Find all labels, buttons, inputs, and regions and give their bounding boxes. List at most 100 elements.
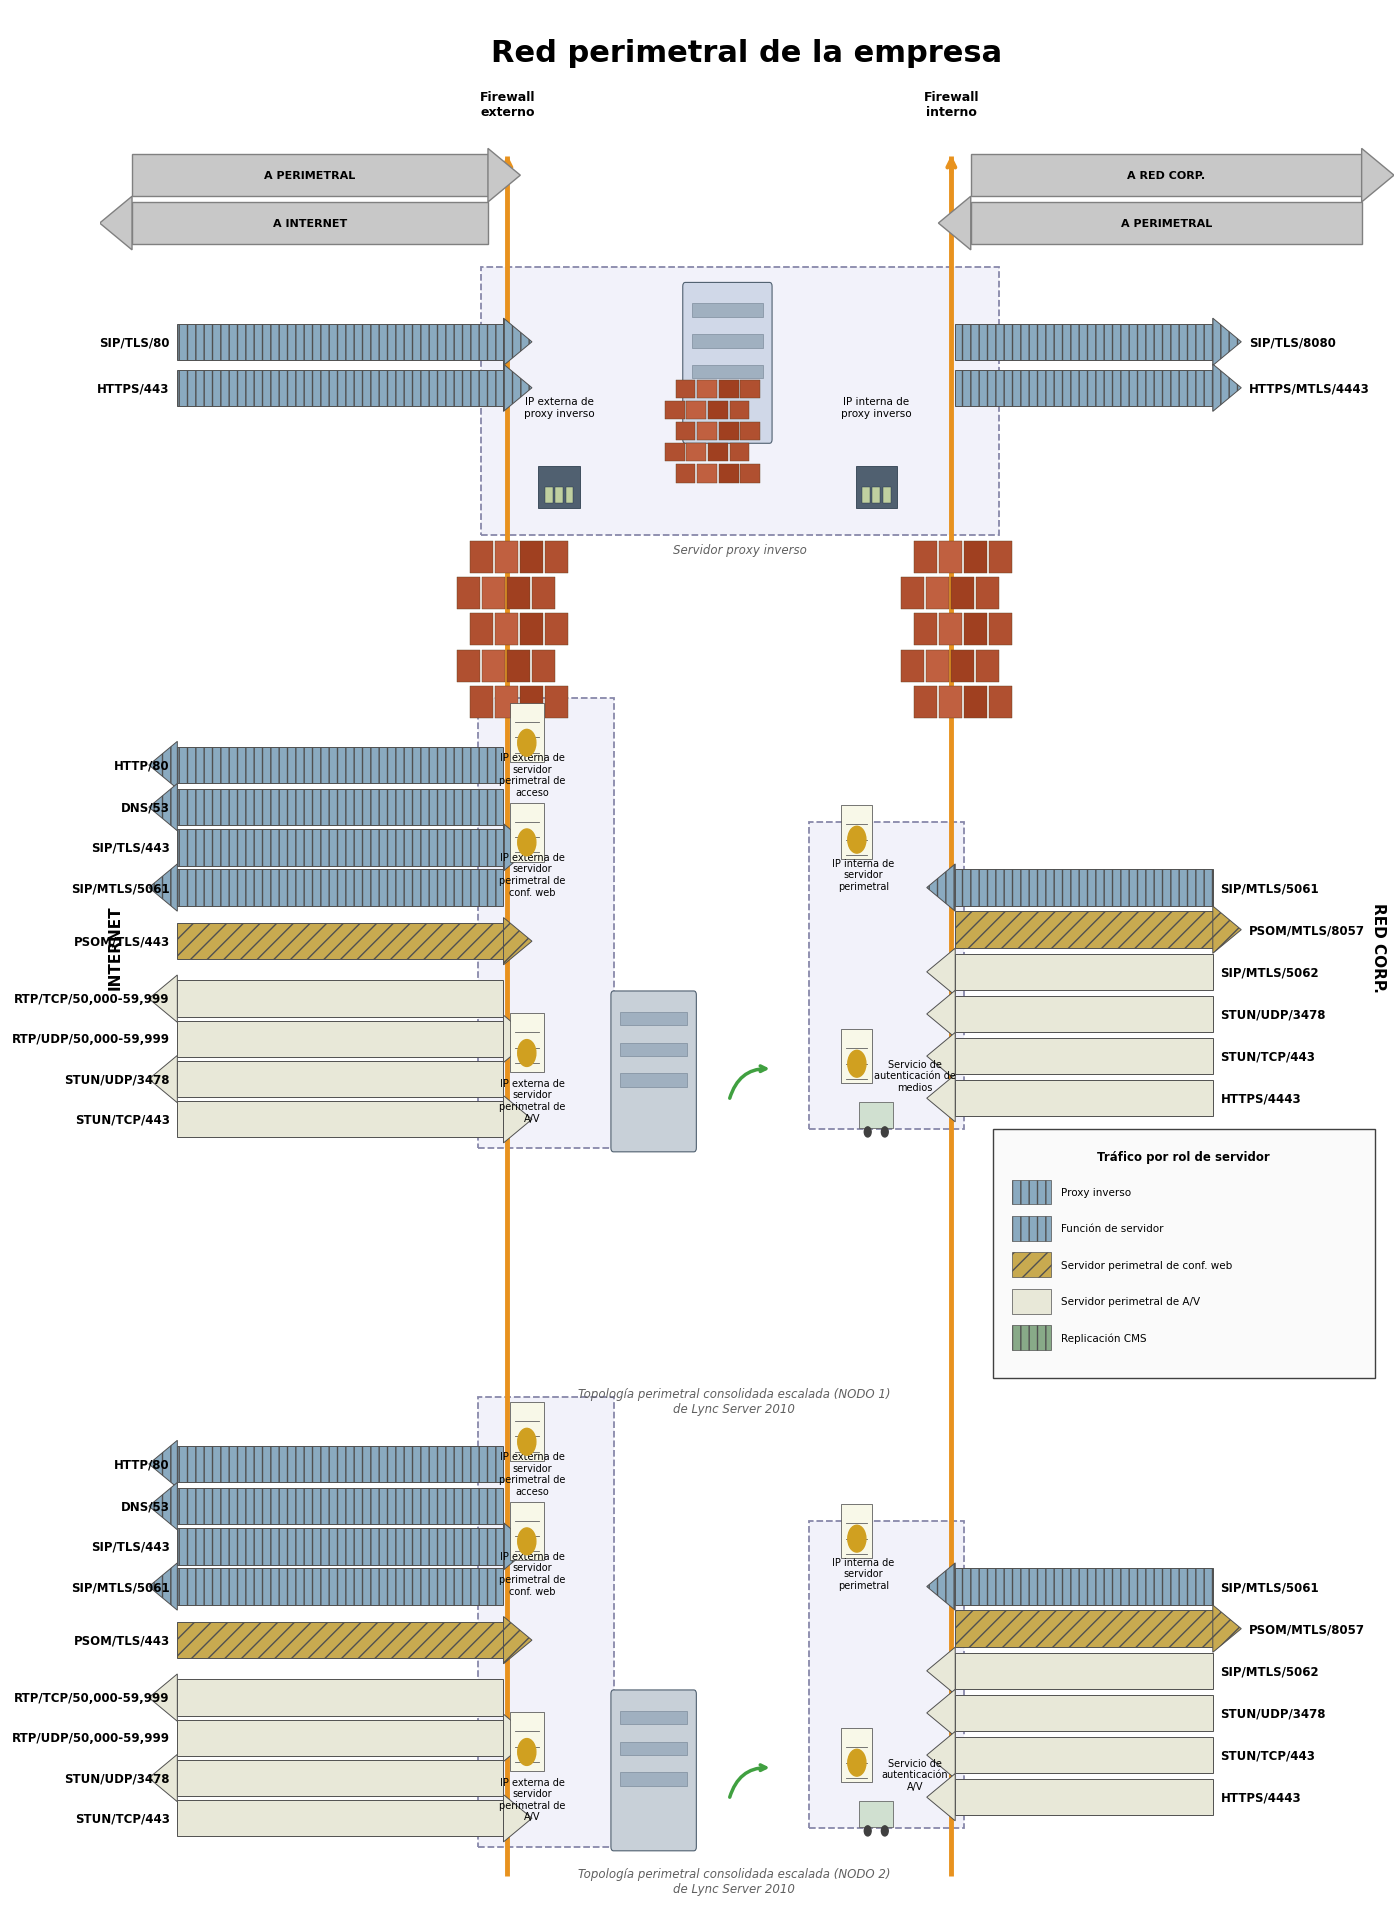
Text: SIP/MTLS/5061: SIP/MTLS/5061 bbox=[71, 1581, 170, 1592]
FancyBboxPatch shape bbox=[665, 444, 684, 463]
Text: A PERIMETRAL: A PERIMETRAL bbox=[265, 170, 355, 182]
FancyBboxPatch shape bbox=[1012, 1254, 1051, 1279]
FancyBboxPatch shape bbox=[988, 542, 1012, 574]
FancyBboxPatch shape bbox=[859, 1801, 894, 1826]
Polygon shape bbox=[149, 976, 177, 1022]
Polygon shape bbox=[938, 197, 970, 251]
FancyBboxPatch shape bbox=[478, 699, 613, 1148]
FancyBboxPatch shape bbox=[740, 423, 760, 442]
FancyBboxPatch shape bbox=[620, 1043, 687, 1057]
FancyBboxPatch shape bbox=[545, 687, 567, 718]
Text: SIP/TLS/80: SIP/TLS/80 bbox=[99, 337, 170, 348]
Polygon shape bbox=[927, 1774, 955, 1820]
Polygon shape bbox=[1213, 366, 1241, 412]
FancyBboxPatch shape bbox=[520, 542, 542, 574]
Text: PSOM/MTLS/8057: PSOM/MTLS/8057 bbox=[1249, 924, 1365, 936]
FancyBboxPatch shape bbox=[1012, 1179, 1051, 1206]
Polygon shape bbox=[927, 1690, 955, 1736]
FancyBboxPatch shape bbox=[902, 578, 924, 609]
FancyBboxPatch shape bbox=[620, 1013, 687, 1026]
Text: Función de servidor: Función de servidor bbox=[1061, 1223, 1164, 1235]
FancyBboxPatch shape bbox=[951, 651, 974, 683]
Text: IP externa de
servidor
perimetral de
acceso: IP externa de servidor perimetral de acc… bbox=[499, 752, 565, 798]
FancyBboxPatch shape bbox=[951, 578, 974, 609]
Polygon shape bbox=[503, 1524, 533, 1569]
Text: RTP/UDP/50,000-59,999: RTP/UDP/50,000-59,999 bbox=[11, 1732, 170, 1744]
FancyBboxPatch shape bbox=[495, 614, 519, 647]
FancyBboxPatch shape bbox=[177, 1060, 503, 1099]
FancyBboxPatch shape bbox=[470, 687, 493, 718]
FancyBboxPatch shape bbox=[177, 831, 503, 865]
FancyBboxPatch shape bbox=[132, 203, 488, 245]
FancyBboxPatch shape bbox=[873, 488, 880, 503]
Text: IP interna de
proxy inverso: IP interna de proxy inverso bbox=[841, 396, 912, 419]
Text: A INTERNET: A INTERNET bbox=[273, 218, 347, 230]
FancyBboxPatch shape bbox=[691, 304, 763, 318]
FancyBboxPatch shape bbox=[856, 467, 896, 509]
FancyBboxPatch shape bbox=[926, 578, 949, 609]
Text: IP externa de
servidor
perimetral de
A/V: IP externa de servidor perimetral de A/V bbox=[499, 1776, 565, 1822]
FancyBboxPatch shape bbox=[697, 465, 717, 482]
Circle shape bbox=[848, 1525, 866, 1552]
FancyBboxPatch shape bbox=[993, 1129, 1374, 1378]
Text: HTTPS/443: HTTPS/443 bbox=[98, 383, 170, 394]
Text: SIP/MTLS/5062: SIP/MTLS/5062 bbox=[1221, 1665, 1319, 1677]
Text: IP interna de
servidor
perimetral: IP interna de servidor perimetral bbox=[832, 1556, 895, 1591]
FancyBboxPatch shape bbox=[809, 823, 965, 1129]
Polygon shape bbox=[503, 1016, 533, 1062]
FancyBboxPatch shape bbox=[676, 465, 696, 482]
Text: STUN/UDP/3478: STUN/UDP/3478 bbox=[1221, 1009, 1326, 1020]
FancyBboxPatch shape bbox=[545, 614, 567, 647]
Text: SIP/TLS/443: SIP/TLS/443 bbox=[91, 842, 170, 854]
Text: SIP/TLS/8080: SIP/TLS/8080 bbox=[1249, 337, 1335, 348]
Text: STUN/UDP/3478: STUN/UDP/3478 bbox=[64, 1074, 170, 1085]
Text: Firewall
externo: Firewall externo bbox=[480, 92, 535, 119]
FancyBboxPatch shape bbox=[955, 325, 1213, 362]
Polygon shape bbox=[149, 1483, 177, 1529]
FancyBboxPatch shape bbox=[686, 402, 707, 419]
FancyBboxPatch shape bbox=[482, 651, 506, 683]
FancyBboxPatch shape bbox=[914, 614, 937, 647]
Polygon shape bbox=[503, 320, 533, 366]
Text: HTTPS/MTLS/4443: HTTPS/MTLS/4443 bbox=[1249, 383, 1370, 394]
FancyBboxPatch shape bbox=[914, 542, 937, 574]
FancyBboxPatch shape bbox=[177, 1022, 503, 1057]
FancyBboxPatch shape bbox=[177, 1680, 503, 1715]
Polygon shape bbox=[927, 865, 955, 911]
Text: Replicación CMS: Replicación CMS bbox=[1061, 1332, 1147, 1344]
Polygon shape bbox=[1213, 320, 1241, 366]
FancyBboxPatch shape bbox=[177, 1489, 503, 1524]
Circle shape bbox=[517, 1428, 535, 1455]
FancyBboxPatch shape bbox=[676, 381, 696, 398]
FancyBboxPatch shape bbox=[507, 578, 530, 609]
FancyBboxPatch shape bbox=[740, 381, 760, 398]
Polygon shape bbox=[927, 1034, 955, 1079]
Polygon shape bbox=[149, 1675, 177, 1721]
FancyBboxPatch shape bbox=[859, 1102, 894, 1127]
Polygon shape bbox=[149, 865, 177, 911]
FancyBboxPatch shape bbox=[691, 366, 763, 379]
Text: DNS/53: DNS/53 bbox=[121, 1501, 170, 1512]
Polygon shape bbox=[149, 785, 177, 831]
FancyBboxPatch shape bbox=[470, 614, 493, 647]
FancyBboxPatch shape bbox=[938, 614, 962, 647]
FancyBboxPatch shape bbox=[697, 423, 717, 442]
Polygon shape bbox=[927, 1076, 955, 1122]
FancyBboxPatch shape bbox=[555, 488, 563, 503]
Polygon shape bbox=[149, 1057, 177, 1102]
FancyBboxPatch shape bbox=[914, 687, 937, 718]
Text: IP externa de
servidor
perimetral de
conf. web: IP externa de servidor perimetral de con… bbox=[499, 1550, 565, 1596]
FancyBboxPatch shape bbox=[683, 283, 772, 444]
FancyBboxPatch shape bbox=[611, 991, 697, 1152]
FancyBboxPatch shape bbox=[545, 488, 552, 503]
Text: STUN/UDP/3478: STUN/UDP/3478 bbox=[64, 1772, 170, 1784]
FancyBboxPatch shape bbox=[495, 687, 519, 718]
Text: RTP/UDP/50,000-59,999: RTP/UDP/50,000-59,999 bbox=[11, 1034, 170, 1045]
FancyBboxPatch shape bbox=[457, 651, 481, 683]
FancyBboxPatch shape bbox=[533, 651, 555, 683]
FancyBboxPatch shape bbox=[177, 371, 503, 408]
Text: DNS/53: DNS/53 bbox=[121, 802, 170, 813]
FancyBboxPatch shape bbox=[882, 488, 891, 503]
Polygon shape bbox=[927, 991, 955, 1037]
FancyBboxPatch shape bbox=[708, 402, 728, 419]
